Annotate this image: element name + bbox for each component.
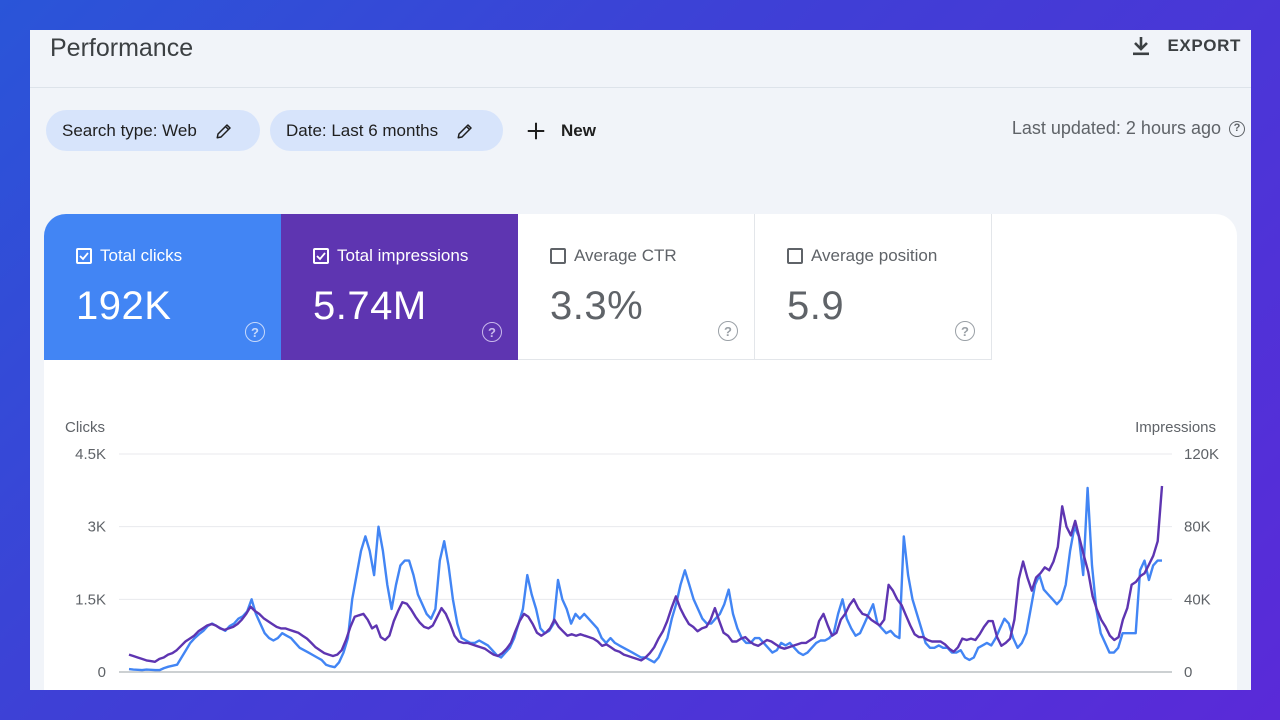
checkbox-unchecked-icon[interactable] [787, 248, 803, 264]
metric-average-position[interactable]: Average position 5.9 ? [755, 214, 992, 360]
y-tick-label-right: 80K [1184, 519, 1211, 536]
checkbox-checked-icon[interactable] [76, 248, 92, 264]
performance-panel: Performance EXPORT Search type: Web Date… [30, 30, 1251, 690]
search-type-filter-chip[interactable]: Search type: Web [46, 110, 260, 151]
help-icon[interactable]: ? [245, 322, 265, 342]
metric-value: 5.74M [313, 284, 427, 328]
last-updated-text: Last updated: 2 hours ago [1011, 118, 1221, 138]
y-tick-label-left: 0 [98, 664, 106, 681]
header-divider [30, 87, 1251, 88]
plus-icon [527, 122, 545, 140]
pencil-icon[interactable] [456, 122, 474, 140]
performance-card: Total clicks 192K ? Total impressions 5.… [44, 214, 1237, 690]
metric-value: 3.3% [550, 284, 644, 328]
help-icon[interactable]: ? [718, 321, 738, 341]
checkbox-unchecked-icon[interactable] [550, 248, 566, 264]
help-icon[interactable]: ? [955, 321, 975, 341]
series-line-impressions [128, 485, 1164, 663]
metric-label: Total impressions [337, 246, 469, 265]
metric-value: 192K [76, 284, 172, 328]
date-filter-label: Date: Last 6 months [286, 120, 439, 140]
search-type-filter-label: Search type: Web [62, 120, 197, 140]
y-tick-label-right: 120K [1184, 446, 1219, 463]
y-tick-label-right: 0 [1184, 664, 1192, 681]
y-tick-label-right: 40K [1184, 591, 1211, 608]
pencil-icon[interactable] [215, 122, 233, 140]
metric-average-ctr[interactable]: Average CTR 3.3% ? [518, 214, 755, 360]
new-filter-button[interactable]: New [525, 115, 596, 147]
metric-label: Average position [811, 246, 938, 265]
last-updated: Last updated: 2 hours ago ? [1012, 118, 1245, 139]
checkbox-checked-icon[interactable] [313, 248, 329, 264]
download-icon [1133, 37, 1150, 56]
metric-value: 5.9 [787, 284, 845, 328]
y-tick-label-left: 3K [88, 519, 106, 536]
help-icon[interactable]: ? [482, 322, 502, 342]
page-title: Performance [50, 34, 194, 62]
export-button[interactable]: EXPORT [1129, 34, 1241, 58]
metric-total-clicks[interactable]: Total clicks 192K ? [44, 214, 281, 360]
metric-label: Average CTR [574, 246, 677, 265]
help-icon[interactable]: ? [1229, 120, 1245, 137]
export-label: EXPORT [1167, 36, 1241, 55]
y-axis-right-label: Impressions [1135, 419, 1216, 436]
new-filter-label: New [561, 121, 596, 140]
y-tick-label-left: 1.5K [75, 591, 106, 608]
metric-label: Total clicks [100, 246, 183, 265]
performance-line-chart: Clicks Impressions 4.5K 3K 1.5K 0 120K 80K 40… [65, 419, 1219, 681]
metric-total-impressions[interactable]: Total impressions 5.74M ? [281, 214, 518, 360]
date-filter-chip[interactable]: Date: Last 6 months [270, 110, 503, 151]
y-tick-label-left: 4.5K [75, 446, 106, 463]
y-axis-left-label: Clicks [65, 419, 105, 436]
